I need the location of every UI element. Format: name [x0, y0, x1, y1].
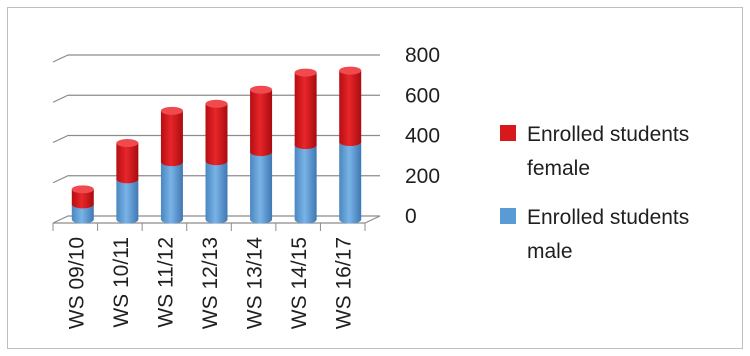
bar-male-6 — [339, 138, 362, 224]
gridline — [52, 175, 380, 184]
bar-male-5 — [294, 141, 317, 224]
y-tick-label: 0 — [405, 205, 417, 228]
bar-female-0 — [71, 185, 94, 209]
bar-female-5 — [294, 68, 317, 150]
x-tick-label: WS 11/12 — [154, 237, 177, 328]
gridlines — [52, 54, 381, 231]
legend-swatch — [500, 125, 516, 141]
x-tick-label: WS 16/17 — [333, 237, 356, 329]
bar-male-4 — [250, 148, 273, 224]
x-tick-label: WS 13/14 — [244, 237, 267, 330]
bars — [71, 66, 362, 224]
floor-right-edge — [364, 215, 381, 224]
legend-swatch — [500, 208, 516, 224]
bar-female-1 — [116, 139, 139, 184]
gridline — [52, 215, 380, 224]
y-tick-label: 400 — [405, 125, 440, 148]
bar-female-3 — [205, 99, 228, 166]
x-tick-label: WS 14/15 — [288, 237, 311, 329]
x-tick-label: WS 09/10 — [65, 237, 88, 329]
bar-female-2 — [160, 106, 183, 167]
legend-item-male: Enrolled students male — [500, 206, 689, 263]
x-tick-label: WS 12/13 — [199, 237, 222, 329]
legend-item-female: Enrolled students female — [500, 123, 689, 180]
bar-male-2 — [160, 158, 183, 224]
x-tick-label: WS 10/11 — [110, 237, 133, 328]
bar-female-4 — [250, 85, 273, 157]
y-tick-label: 800 — [405, 44, 440, 67]
legend-label: female — [527, 157, 590, 180]
y-axis-ticks: 0 200 400 600 800 — [405, 44, 440, 228]
y-tick-label: 600 — [405, 84, 440, 107]
gridline — [52, 94, 380, 103]
legend-label: male — [527, 240, 573, 263]
legend-label: Enrolled students — [527, 123, 689, 146]
y-tick-label: 200 — [405, 165, 440, 188]
x-axis-ticks: WS 09/10 WS 10/11 WS 11/12 WS 12/13 WS 13/14… — [65, 237, 355, 330]
bar-male-3 — [205, 157, 228, 224]
legend-label: Enrolled students — [527, 206, 689, 229]
gridline — [52, 134, 380, 144]
gridline — [52, 54, 380, 63]
bar-female-6 — [339, 66, 362, 147]
